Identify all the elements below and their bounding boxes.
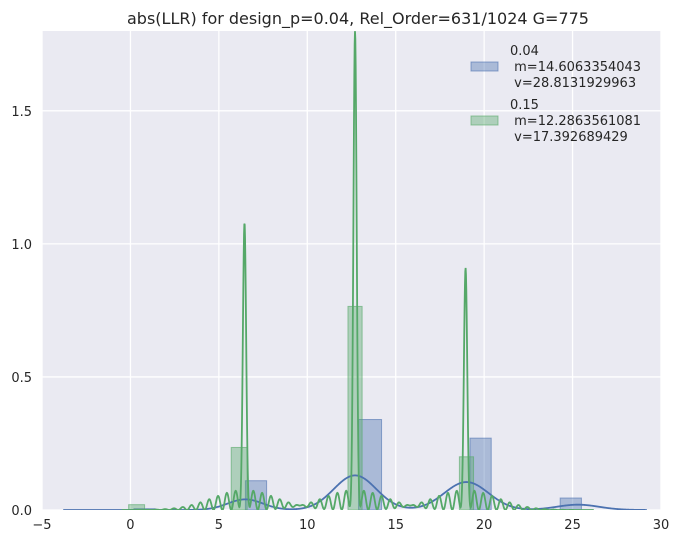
x-tick-label: 25: [564, 518, 581, 533]
x-tick-label: 0: [126, 518, 134, 533]
y-tick-label: 0.5: [11, 371, 32, 386]
x-axis-ticks: −5 0 5 10 15 20 25 30: [32, 518, 669, 533]
x-tick-label: −5: [32, 518, 51, 533]
legend-label-series-1: m=14.6063354043: [510, 60, 641, 75]
x-tick-label: 30: [653, 518, 670, 533]
y-tick-label: 1.5: [11, 105, 32, 120]
chart-title: abs(LLR) for design_p=0.04, Rel_Order=63…: [127, 9, 589, 29]
x-tick-label: 10: [299, 518, 316, 533]
legend-label-series-2: v=17.392689429: [510, 130, 628, 145]
y-tick-label: 1.0: [11, 238, 32, 253]
x-tick-label: 15: [387, 518, 404, 533]
kde-lines: [63, 31, 647, 510]
y-axis-ticks: 0.0 0.5 1.0 1.5: [11, 105, 32, 519]
legend-label-series-1: 0.04: [510, 44, 539, 59]
legend-swatch-series-1: [470, 61, 499, 72]
kde-line-series-2: [121, 31, 594, 510]
legend-label-series-2: m=12.2863561081: [510, 114, 641, 129]
legend: 0.04 m=14.6063354043 v=28.8131929963 0.15…: [470, 44, 641, 145]
kde-line-series-1: [63, 474, 647, 510]
y-tick-label: 0.0: [11, 504, 32, 519]
x-tick-label: 5: [215, 518, 223, 533]
legend-label-series-1: v=28.8131929963: [510, 76, 636, 91]
hist-bar-series-2: [347, 305, 363, 510]
legend-label-series-2: 0.15: [510, 98, 539, 113]
legend-swatch-series-2: [470, 115, 499, 126]
x-tick-label: 20: [476, 518, 493, 533]
